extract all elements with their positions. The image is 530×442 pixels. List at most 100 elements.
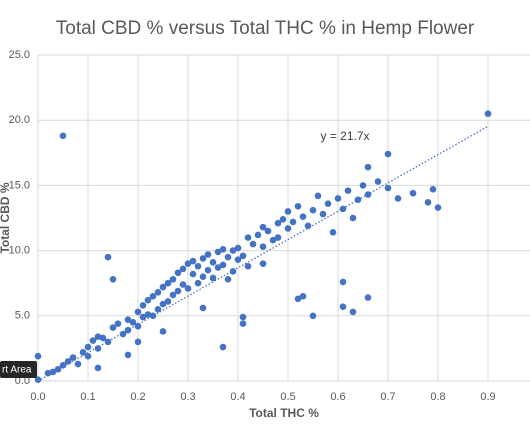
data-point [219, 343, 227, 351]
data-point [349, 214, 357, 222]
data-point [334, 195, 342, 202]
data-point [199, 255, 207, 262]
tooltip-text: rt Area [2, 365, 32, 376]
data-point [384, 184, 392, 192]
data-point [149, 292, 157, 300]
data-point [204, 251, 212, 258]
y-tick-label: 20.0 [9, 114, 30, 126]
data-point [284, 225, 292, 232]
data-point [139, 302, 147, 309]
y-axis-title: Total CBD % [0, 182, 12, 253]
data-point [99, 334, 107, 342]
data-point [304, 222, 312, 230]
data-point [234, 244, 242, 252]
data-point [109, 324, 117, 331]
data-point [134, 338, 142, 346]
data-point [59, 132, 67, 140]
x-tick-label: 0.3 [180, 391, 195, 403]
data-point [309, 206, 317, 214]
data-point [144, 296, 152, 304]
data-point [54, 365, 62, 373]
data-point [234, 256, 242, 264]
data-point [309, 312, 317, 320]
x-tick-label: 0.2 [130, 391, 145, 403]
data-point [204, 266, 212, 274]
data-point [89, 337, 97, 344]
data-point [294, 202, 302, 210]
data-point [124, 316, 132, 324]
data-point [359, 182, 367, 189]
data-point [174, 287, 182, 295]
data-point [174, 269, 182, 277]
data-point [134, 322, 142, 330]
data-point [189, 270, 197, 278]
data-point [59, 362, 67, 369]
data-point [184, 260, 192, 267]
data-point [239, 252, 247, 260]
data-point [244, 234, 252, 241]
trendline-label: y = 21.7x [320, 129, 369, 143]
data-point [299, 292, 307, 300]
data-point [134, 308, 142, 316]
data-point [189, 257, 197, 265]
data-point [194, 279, 202, 287]
data-point [164, 279, 172, 287]
data-point [149, 312, 157, 320]
data-point [219, 261, 227, 269]
data-point [209, 274, 217, 282]
data-point [34, 376, 42, 383]
data-point [239, 320, 247, 327]
data-point [219, 245, 227, 253]
data-point [44, 369, 52, 377]
x-tick-label: 0.0 [30, 391, 45, 403]
data-point [429, 186, 437, 193]
data-point [314, 192, 322, 200]
data-point [324, 200, 332, 207]
data-point [34, 352, 42, 360]
data-point [269, 236, 277, 244]
data-point [274, 234, 282, 241]
data-point [164, 298, 172, 305]
tooltip-box [0, 361, 37, 378]
data-point [104, 338, 112, 346]
data-point [259, 223, 267, 231]
data-point [434, 204, 442, 211]
data-point [229, 268, 237, 275]
data-point [339, 278, 347, 286]
data-point [124, 326, 132, 334]
data-point [254, 231, 262, 239]
data-point [279, 216, 287, 223]
data-point [394, 195, 402, 202]
data-point [124, 351, 132, 359]
data-point [339, 303, 347, 310]
data-point [294, 295, 302, 303]
data-point [184, 285, 192, 292]
data-point [104, 253, 112, 261]
data-point [274, 219, 282, 227]
x-tick-label: 0.6 [330, 391, 345, 403]
data-point [349, 308, 357, 316]
data-point [424, 199, 432, 206]
data-point [114, 320, 122, 327]
data-point [409, 189, 417, 197]
data-point [344, 187, 352, 194]
data-point [154, 305, 162, 313]
x-tick-label: 0.8 [430, 391, 445, 403]
data-point [159, 283, 167, 291]
data-point [249, 240, 257, 248]
data-point [144, 311, 152, 318]
data-point [129, 319, 137, 326]
data-point [224, 253, 232, 261]
data-point [199, 304, 207, 312]
data-point [484, 110, 492, 117]
data-point [159, 328, 167, 335]
data-point [284, 208, 292, 215]
data-point [209, 259, 217, 266]
data-point [244, 262, 252, 270]
x-tick-label: 0.4 [230, 391, 245, 403]
data-point [214, 264, 222, 271]
x-tick-label: 0.9 [480, 391, 495, 403]
data-point [169, 291, 177, 299]
y-tick-label: 10.0 [9, 245, 30, 257]
